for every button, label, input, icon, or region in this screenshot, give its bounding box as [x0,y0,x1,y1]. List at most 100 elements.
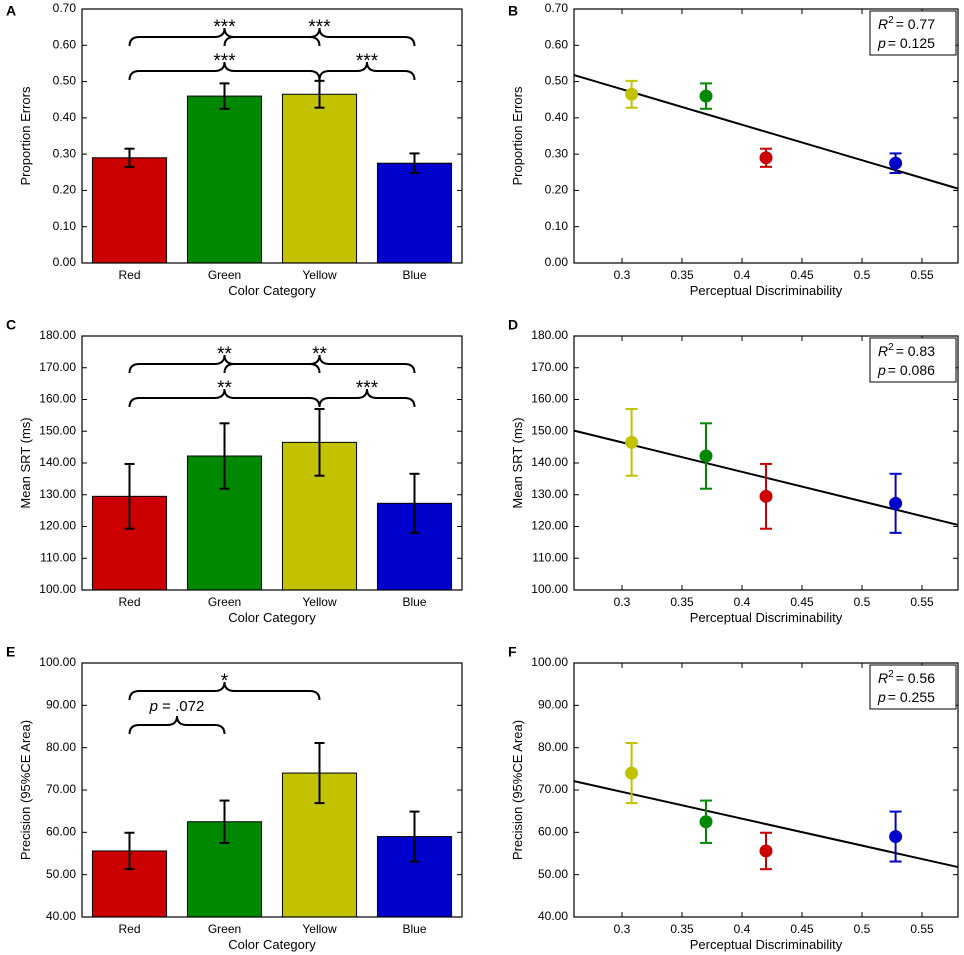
panel-a-xtick-label-blue: Blue [402,268,426,282]
panel-a-ytick-label: 0.00 [53,255,77,269]
panel-a-ytick-label: 0.70 [53,1,77,15]
panel-e-ytick-label: 100.00 [39,655,76,669]
panel-a-ylabel: Proportion Errors [18,86,33,185]
panel-d-ytick-label: 140.00 [531,455,568,469]
panel-d-ytick-label: 180.00 [531,328,568,342]
panel-b-xtick-label: 0.55 [910,268,934,282]
panel-a-bar-green [186,95,263,264]
panel-f-ytick-label: 40.00 [538,909,568,923]
panel-c-bracket-3 [318,388,416,408]
panel-b-stats-r2: R2 = 0.77 [878,15,935,32]
panel-b-stats-p-label: p [877,35,886,51]
panel-e-bracket-1-label-value: = .072 [158,698,204,715]
panel-c-bracket-1-label: ** [312,344,327,365]
panel-d-ytick-label: 120.00 [531,519,568,533]
panel-d-stats-p-value: = 0.086 [888,362,935,378]
panel-f-ytick-label: 70.00 [538,782,568,796]
panel-c-bracket-0 [128,354,321,374]
panel-c-ytick-label: 140.00 [39,455,76,469]
panel-d-xtick-label: 0.3 [614,595,631,609]
panel-b-stats-r2-value: = 0.77 [896,16,936,32]
panel-c-ytick-label: 170.00 [39,360,76,374]
panel-a-ytick-label: 0.10 [53,219,77,233]
panel-e-bracket-1-label-p: p [149,698,158,715]
panel-b-ytick-label: 0.70 [545,1,569,15]
panel-c-xtick-label-blue: Blue [402,595,426,609]
panel-c-ytick-label: 120.00 [39,519,76,533]
panel-b-ytick-label: 0.10 [545,219,569,233]
panel-f-xtick-label: 0.35 [670,922,694,936]
panel-f-stats-box [869,664,957,710]
panel-a-bar-blue [376,162,453,264]
panel-d-stats-p-label: p [877,362,886,378]
panel-c-ytick-label: 150.00 [39,423,76,437]
panel-e-ytick-label: 70.00 [46,782,76,796]
panel-b-stats-r2-sup: 2 [888,15,894,26]
panel-a-xtick-label-red: Red [118,268,140,282]
panel-c-xtick-label-red: Red [118,595,140,609]
panel-b-ytick-label: 0.30 [545,146,569,160]
panel-b-stats-r2-label: R [878,16,888,32]
panel-d-ylabel: Mean SRT (ms) [510,417,525,508]
panel-e-bracket-1 [128,715,226,735]
panel-f-point-yellow [625,766,639,780]
panel-a-xtick-label-green: Green [208,268,241,282]
panel-a-ytick-label: 0.20 [53,183,77,197]
panel-d-point-green [699,449,713,463]
panel-d-stats-r2: R2 = 0.83 [878,342,935,359]
panel-a-bar-yellow [281,93,358,264]
panel-e-ylabel: Precision (95%CE Area) [18,720,33,860]
panel-d-frame [573,335,959,591]
panel-f-xtick-label: 0.3 [614,922,631,936]
panel-a-xtick-label-yellow: Yellow [302,268,337,282]
panel-d-xtick-label: 0.45 [790,595,814,609]
panel-e-xtick-label-blue: Blue [402,922,426,936]
panel-f-fit-line [573,780,959,869]
panel-e-ytick-label: 50.00 [46,867,76,881]
panel-c-ytick-label: 180.00 [39,328,76,342]
panel-a-bracket-0-label: *** [213,17,236,38]
panel-d-stats-r2-sup: 2 [888,342,894,353]
panel-b-xtick-label: 0.3 [614,268,631,282]
panel-a-ytick-label: 0.50 [53,74,77,88]
panel-a-bar-red [91,157,168,264]
panel-d-stats-r2-label: R [878,343,888,359]
panel-f-stats-r2-value: = 0.56 [896,670,936,686]
panel-b-ytick-label: 0.20 [545,183,569,197]
panel-b-ytick-label: 0.00 [545,255,569,269]
panel-f-stats-r2: R2 = 0.56 [878,669,935,686]
panel-c-bracket-1 [223,354,416,374]
panel-d-stats-r2-value: = 0.83 [896,343,936,359]
panel-c-bracket-0-label: ** [217,344,232,365]
panel-e-xtick-label-green: Green [208,922,241,936]
panel-f: F 40.00 50.00 60.00 70.00 80.00 90.00 100.00 Pre… [508,644,959,952]
panel-b-stats-p: p = 0.125 [877,35,935,51]
panel-e-bracket-0-label: * [221,671,229,692]
panel-d-ytick-label: 100.00 [531,582,568,596]
panel-c-bracket-2 [128,388,321,408]
panel-f-xtick-label: 0.45 [790,922,814,936]
panel-b-ytick-label: 0.50 [545,74,569,88]
panel-f-ytick-label: 80.00 [538,740,568,754]
panel-d-ytick-label: 130.00 [531,487,568,501]
panel-e-frame [81,662,463,918]
panel-b-stats-p-value: = 0.125 [888,35,935,51]
panel-b-point-yellow [625,87,639,101]
panel-e: E 40.00 50.00 60.00 70.00 80.00 90.00 100.00 Pre… [6,644,463,952]
panel-f-frame [573,662,959,918]
panel-a: A 0.00 0.10 0.20 0.30 0.40 0.50 0.60 0.70 Proport… [6,1,463,298]
panel-e-bracket-0 [128,681,321,701]
panel-b-xtick-label: 0.4 [734,268,751,282]
panel-f-xtick-label: 0.55 [910,922,934,936]
panel-e-ytick-label: 40.00 [46,909,76,923]
panel-f-xlabel: Perceptual Discriminability [690,937,843,952]
panel-b-ylabel: Proportion Errors [510,86,525,185]
panel-c-ytick-label: 160.00 [39,392,76,406]
panel-a-bracket-0 [128,27,321,47]
panel-a-bracket-3-label: *** [356,51,379,72]
panel-d: D 100.00 110.00 120.00 130.00 140.00 150.00 160… [508,317,959,625]
panel-c-xtick-label-yellow: Yellow [302,595,337,609]
panel-d-point-red [759,489,773,503]
panel-f-stats-p-value: = 0.255 [888,689,935,705]
